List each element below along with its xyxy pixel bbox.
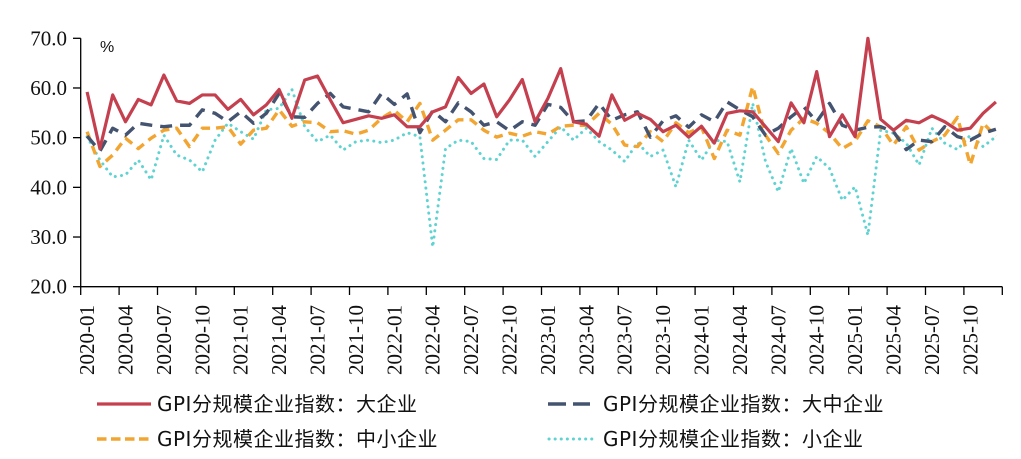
x-tick-label: 2025-04 bbox=[882, 305, 906, 375]
y-tick-label: 30.0 bbox=[30, 225, 67, 249]
series-line-small-medium bbox=[85, 84, 998, 169]
legend-label: GPI分规模企业指数：大中企业 bbox=[603, 392, 884, 416]
y-tick-label: 20.0 bbox=[30, 275, 67, 299]
legend-label: GPI分规模企业指数：小企业 bbox=[603, 427, 864, 451]
y-tick-label: 50.0 bbox=[30, 126, 67, 150]
y-axis-unit-label: % bbox=[100, 39, 114, 56]
x-tick-label: 2023-07 bbox=[613, 305, 637, 375]
y-tick-label: 70.0 bbox=[30, 26, 67, 50]
y-tick-label: 40.0 bbox=[30, 175, 67, 199]
x-tick-label: 2024-04 bbox=[728, 305, 752, 375]
x-tick-label: 2020-01 bbox=[75, 305, 99, 375]
x-tick-label: 2025-01 bbox=[843, 305, 867, 375]
axes: 20.030.040.050.060.070.0 2020-01 2020-04 2… bbox=[30, 26, 1003, 375]
x-tick-label: 2020-07 bbox=[152, 305, 176, 375]
series-line-large-medium bbox=[85, 91, 997, 153]
legend-swatch-dashed-line-icon bbox=[548, 402, 590, 406]
x-tick-label: 2024-10 bbox=[805, 305, 829, 375]
legend-item-small-medium: GPI分规模企业指数：中小企业 bbox=[97, 426, 438, 452]
x-tick-label: 2020-10 bbox=[190, 305, 214, 375]
x-tick-label: 2020-04 bbox=[114, 305, 138, 375]
y-tick-label: 60.0 bbox=[30, 76, 67, 100]
x-tick-label: 2023-10 bbox=[651, 305, 675, 375]
legend-swatch-solid-line-icon bbox=[97, 402, 151, 406]
x-tick-label: 2023-04 bbox=[574, 305, 598, 375]
x-tick-label: 2025-10 bbox=[958, 305, 982, 375]
legend-swatch-dotted-line-icon bbox=[547, 437, 595, 441]
x-tick-label: 2022-10 bbox=[498, 305, 522, 375]
x-tick-label: 2022-01 bbox=[382, 305, 406, 375]
x-tick-label: 2021-07 bbox=[306, 305, 330, 375]
legend-item-large: GPI分规模企业指数：大企业 bbox=[97, 391, 417, 417]
legend-swatch-short-dashed-line-icon bbox=[97, 437, 151, 441]
x-tick-label: 2025-07 bbox=[920, 305, 944, 375]
series-layer bbox=[85, 36, 998, 249]
x-tick-label: 2023-01 bbox=[536, 305, 560, 375]
x-tick-label: 2022-04 bbox=[421, 305, 445, 375]
series-line-large bbox=[85, 36, 997, 151]
x-tick-label: 2021-10 bbox=[344, 305, 368, 375]
x-tick-label: 2021-04 bbox=[267, 305, 291, 375]
legend-item-large-medium: GPI分规模企业指数：大中企业 bbox=[547, 391, 884, 417]
x-tick-label: 2022-07 bbox=[459, 305, 483, 375]
legend-label: GPI分规模企业指数：中小企业 bbox=[157, 427, 438, 451]
x-tick-label: 2024-01 bbox=[690, 305, 714, 375]
x-axis-ticks: 2020-01 2020-04 2020-07 2020-10 2021-01 2021-… bbox=[75, 286, 1003, 375]
x-tick-label: 2024-07 bbox=[766, 305, 790, 375]
series-line-small bbox=[85, 87, 998, 249]
y-axis-ticks: 20.0 30.0 40.0 50.0 60.0 70.0 bbox=[30, 26, 81, 299]
x-tick-label: 2021-01 bbox=[229, 305, 253, 375]
legend-label: GPI分规模企业指数：大企业 bbox=[157, 392, 418, 416]
legend-item-small: GPI分规模企业指数：小企业 bbox=[547, 426, 863, 452]
